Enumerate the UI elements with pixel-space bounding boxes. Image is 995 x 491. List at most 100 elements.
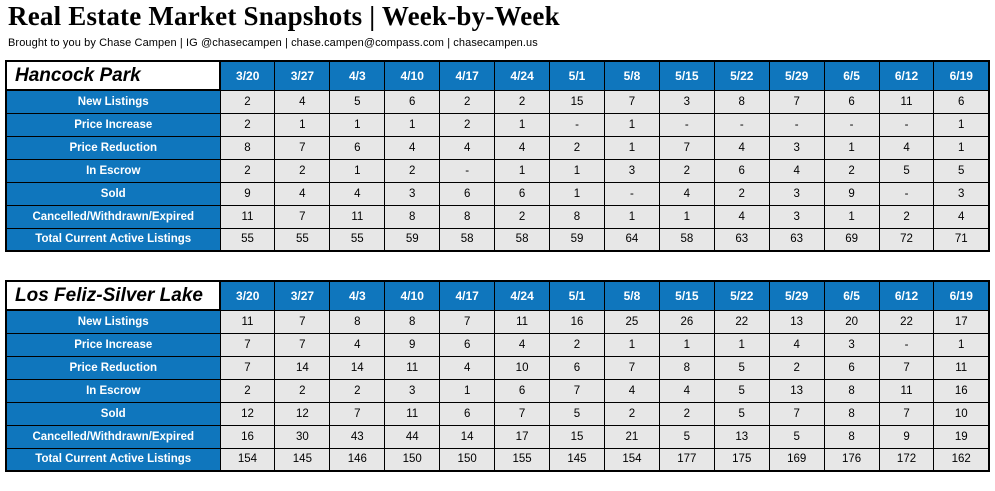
value-cell: 11	[384, 401, 441, 426]
date-header-cell: 6/5	[823, 280, 880, 311]
value-cell: 2	[878, 204, 935, 229]
value-cell: 63	[768, 227, 825, 252]
value-cell: 3	[768, 204, 825, 229]
date-header-cell: 5/8	[603, 280, 660, 311]
date-header-cell: 5/15	[658, 280, 715, 311]
value-cell: 2	[713, 181, 770, 206]
value-cell: 43	[329, 424, 386, 449]
value-cell: 1	[823, 135, 880, 160]
value-cell: 2	[219, 378, 276, 403]
value-cell: 6	[823, 89, 880, 114]
value-cell: 1	[933, 332, 991, 357]
value-cell: 13	[768, 378, 825, 403]
value-cell: 2	[549, 135, 605, 160]
date-header-cell: 5/29	[768, 280, 825, 311]
value-cell: -	[878, 181, 935, 206]
value-cell: 2	[219, 112, 276, 137]
date-header-cell: 6/19	[933, 60, 991, 91]
value-cell: 22	[878, 309, 935, 334]
value-cell: 72	[878, 227, 935, 252]
area-title-cell: Los Feliz-Silver Lake	[5, 280, 221, 311]
value-cell: 15	[549, 89, 605, 114]
value-cell: 172	[878, 447, 935, 472]
value-cell: 9	[823, 181, 880, 206]
value-cell: 154	[219, 447, 276, 472]
value-cell: 59	[549, 227, 605, 252]
value-cell: 64	[603, 227, 660, 252]
date-header-cell: 3/20	[219, 60, 276, 91]
value-cell: 3	[823, 332, 880, 357]
value-cell: 4	[384, 135, 441, 160]
value-cell: 13	[768, 309, 825, 334]
value-cell: 6	[713, 158, 770, 183]
value-cell: 5	[878, 158, 935, 183]
value-cell: 5	[713, 355, 770, 380]
value-cell: 3	[768, 181, 825, 206]
value-cell: 7	[219, 332, 276, 357]
value-cell: 2	[274, 158, 331, 183]
value-cell: 1	[603, 332, 660, 357]
value-cell: -	[768, 112, 825, 137]
value-cell: 3	[384, 181, 441, 206]
value-cell: 6	[384, 89, 441, 114]
value-cell: 155	[494, 447, 551, 472]
value-cell: 4	[933, 204, 991, 229]
value-cell: 7	[219, 355, 276, 380]
value-cell: -	[878, 112, 935, 137]
value-cell: 2	[549, 332, 605, 357]
row-label-cell: Price Increase	[5, 112, 221, 137]
value-cell: 7	[549, 378, 605, 403]
value-cell: 9	[219, 181, 276, 206]
value-cell: 7	[494, 401, 551, 426]
value-cell: 4	[274, 89, 331, 114]
value-cell: 1	[329, 112, 386, 137]
value-cell: 4	[603, 378, 660, 403]
value-cell: 150	[384, 447, 441, 472]
value-cell: 8	[823, 378, 880, 403]
value-cell: 16	[549, 309, 605, 334]
value-cell: 20	[823, 309, 880, 334]
value-cell: 6	[439, 181, 496, 206]
value-cell: 8	[549, 204, 605, 229]
value-cell: 8	[384, 204, 441, 229]
table-header-row: Hancock Park 3/20 3/27 4/3 4/10 4/17 4/24 5/1 5/…	[5, 60, 991, 91]
value-cell: 4	[329, 181, 386, 206]
table-row: Sold 12 12 7 11 6 7 5 2 2 5 7 8 7 10	[5, 401, 991, 426]
table-row: In Escrow 2 2 1 2-1 1 3 2 6 4 2 5 5	[5, 158, 991, 183]
value-cell: 2	[658, 401, 715, 426]
value-cell: 55	[329, 227, 386, 252]
value-cell: 4	[494, 135, 551, 160]
value-cell: 4	[439, 135, 496, 160]
row-label-cell: Cancelled/Withdrawn/Expired	[5, 424, 221, 449]
value-cell: 55	[219, 227, 276, 252]
value-cell: 1	[933, 135, 991, 160]
value-cell: 7	[329, 401, 386, 426]
value-cell: 11	[878, 378, 935, 403]
value-cell: -	[549, 112, 605, 137]
value-cell: 1	[384, 112, 441, 137]
value-cell: 1	[603, 204, 660, 229]
value-cell: 11	[933, 355, 991, 380]
value-cell: 4	[768, 158, 825, 183]
value-cell: 8	[384, 309, 441, 334]
value-cell: 150	[439, 447, 496, 472]
value-cell: -	[878, 332, 935, 357]
value-cell: 8	[219, 135, 276, 160]
value-cell: 2	[274, 378, 331, 403]
value-cell: 11	[384, 355, 441, 380]
table-header-row: Los Feliz-Silver Lake 3/20 3/27 4/3 4/10 4/17…	[5, 280, 991, 311]
row-label-cell: New Listings	[5, 309, 221, 334]
row-label-cell: In Escrow	[5, 158, 221, 183]
value-cell: 63	[713, 227, 770, 252]
date-header-cell: 6/12	[878, 60, 935, 91]
date-header-cell: 4/3	[329, 60, 386, 91]
value-cell: 5	[329, 89, 386, 114]
value-cell: 4	[713, 204, 770, 229]
value-cell: 25	[603, 309, 660, 334]
value-cell: 145	[549, 447, 605, 472]
value-cell: 6	[549, 355, 605, 380]
value-cell: 14	[274, 355, 331, 380]
value-cell: 5	[713, 378, 770, 403]
value-cell: 3	[384, 378, 441, 403]
value-cell: 145	[274, 447, 331, 472]
